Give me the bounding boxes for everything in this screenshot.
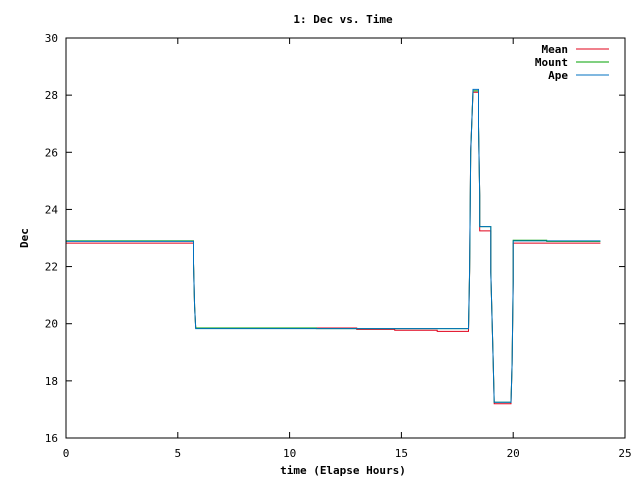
y-tick-label: 20 xyxy=(45,318,58,331)
x-tick-label: 0 xyxy=(63,447,70,460)
y-tick-label: 16 xyxy=(45,432,58,445)
chart-title: 1: Dec vs. Time xyxy=(293,13,393,26)
x-tick-label: 5 xyxy=(174,447,181,460)
legend-label: Ape xyxy=(548,69,568,82)
plot-area xyxy=(66,88,601,405)
x-axis-label: time (Elapse Hours) xyxy=(280,464,406,477)
y-tick-label: 28 xyxy=(45,89,58,102)
y-tick-label: 22 xyxy=(45,261,58,274)
legend-label: Mount xyxy=(535,56,568,69)
y-axis-label: Dec xyxy=(18,228,31,248)
y-tick-label: 18 xyxy=(45,375,58,388)
series-line-ape xyxy=(66,88,601,403)
plot-frame xyxy=(65,37,626,439)
x-tick-label: 10 xyxy=(283,447,296,460)
x-tick-label: 15 xyxy=(395,447,408,460)
x-tick-label: 25 xyxy=(618,447,631,460)
y-tick-label: 30 xyxy=(45,32,58,45)
y-tick-label: 26 xyxy=(45,146,58,159)
legend-label: Mean xyxy=(542,43,569,56)
y-tick-label: 24 xyxy=(45,203,59,216)
x-tick-label: 20 xyxy=(507,447,520,460)
